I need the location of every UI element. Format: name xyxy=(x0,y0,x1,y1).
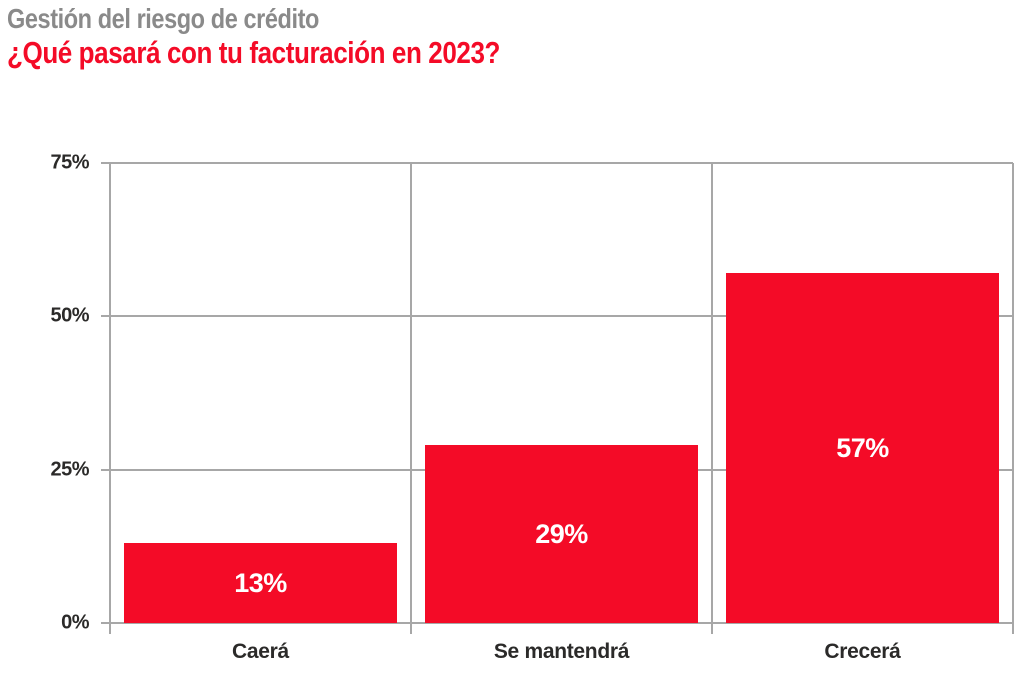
bar-se-mantendrá: 29% xyxy=(425,445,698,623)
bar-value-label: 13% xyxy=(234,567,287,598)
y-axis-tick-label: 75% xyxy=(50,151,89,174)
gridline-0% xyxy=(101,622,1013,624)
y-axis-tick-label: 0% xyxy=(61,611,89,634)
chart-header: Gestión del riesgo de crédito ¿Qué pasar… xyxy=(7,2,594,70)
page-subtitle: ¿Qué pasará con tu facturación en 2023? xyxy=(7,35,501,70)
bar-value-label: 29% xyxy=(535,518,588,549)
page-title: Gestión del riesgo de crédito xyxy=(7,3,319,34)
gridline-75% xyxy=(101,162,1013,164)
y-axis-tick-label: 50% xyxy=(50,304,89,327)
bar-column: 29% xyxy=(411,163,712,623)
column-separator-line xyxy=(409,163,412,634)
bar-caerá: 13% xyxy=(124,543,397,623)
bar-crecerá: 57% xyxy=(726,273,999,623)
column-separator-line xyxy=(710,163,713,634)
plot-right-frame-line xyxy=(1012,163,1014,634)
y-axis-tick-label: 25% xyxy=(50,458,89,481)
category-label: Se mantendrá xyxy=(493,640,630,663)
bar-chart-plot-area: 0% 25% 50% 75% Caerá 13% Se mantendrá 29% Crecer… xyxy=(50,152,1014,663)
gridline-50% xyxy=(101,315,1013,318)
category-label: Crecerá xyxy=(824,640,901,663)
y-axis-line xyxy=(109,163,111,634)
bar-value-label: 57% xyxy=(836,432,889,463)
category-label: Caerá xyxy=(232,640,289,663)
bar-column: 13% xyxy=(110,163,411,623)
bar-column: 57% xyxy=(712,163,1013,623)
